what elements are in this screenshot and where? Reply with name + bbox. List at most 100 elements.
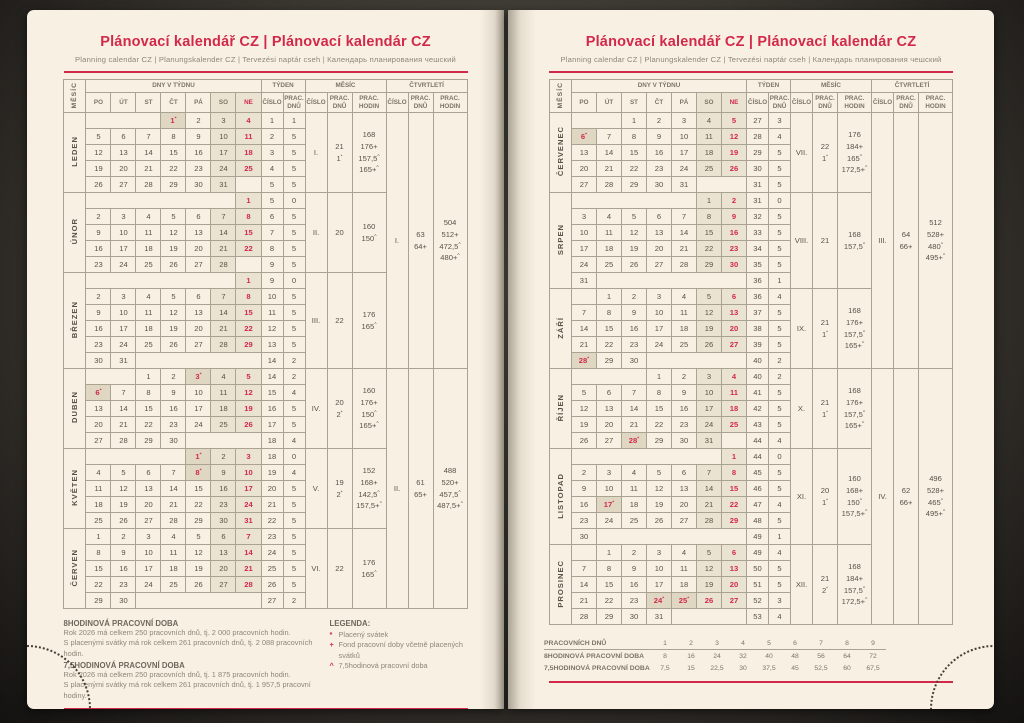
worktime-8h-title: 8HODINOVÁ PRACOVNÍ DOBA [63, 619, 179, 628]
day-cell: 30 [620, 608, 647, 625]
empty-days [595, 272, 748, 289]
week-number: 34 [746, 240, 770, 257]
day-cell: 26 [110, 512, 137, 529]
quarter-number: IV. [871, 368, 895, 625]
day-cell: 2 [110, 528, 137, 545]
day-cell: 11 [235, 128, 262, 145]
month-label: PROSINEC [548, 544, 572, 625]
quarter-workhours: 488 520+ 457,5^ 487,5+^ [432, 368, 468, 609]
week-workdays: 4 [282, 384, 306, 401]
day-cell: 11 [670, 560, 697, 577]
footer-right: PRACOVNÍCH DNŮ 1 2 3 4 5 6 7 8 9 8HODINOVÁ PRACOVN… [508, 637, 994, 683]
day-cell: 2 [645, 112, 672, 129]
page-right-header: Plánovací kalendář CZ | Plánovací kalend… [508, 10, 994, 73]
day-cell: 27 [210, 576, 237, 593]
day-cell: 2 [620, 288, 647, 305]
mini-row-value: 72 [869, 652, 877, 660]
week-row: 26 27 28* 29 30 31 44 4 [549, 432, 952, 449]
header-day-5: SO [695, 92, 722, 113]
week-row: BŘEZEN 1 9 0 III. 22 176 165^ [63, 272, 467, 369]
day-cell: 30 [85, 352, 112, 369]
mini-table-row: 7,5HODINOVÁ PRACOVNÍ DOBA 7,5 15 22,5 30 37,5… [544, 662, 886, 674]
header-day-4: PÁ [670, 92, 697, 113]
day-cell: 12 [110, 480, 137, 497]
week-workdays: 1 [768, 528, 792, 545]
day-cell: 28 [595, 176, 622, 193]
day-cell: 17 [185, 400, 212, 417]
month-label: DUBEN [63, 368, 87, 449]
day-cell: 16 [185, 144, 212, 161]
day-cell: 13 [720, 304, 748, 321]
week-row: 2 3 4 5 6 7 8 45 5 [549, 464, 952, 481]
header-day-1: ÚT [110, 92, 137, 113]
day-cell: 14 [570, 320, 597, 337]
legend-text: Fond pracovní doby včetně placených svát… [338, 640, 464, 660]
quarter-workdays: 63 64+ [407, 112, 434, 369]
day-cell: 6 [110, 128, 137, 145]
day-cell: 22 [185, 496, 212, 513]
header-mesic: MĚSÍC [63, 79, 87, 113]
week-number: 49 [746, 544, 770, 561]
header-quarter-group: ČTVRTLETÍ [385, 79, 468, 93]
header-month-cislo: ČÍSLO [790, 92, 814, 113]
day-cell: 12 [160, 304, 187, 321]
day-cell: 23 [85, 256, 112, 273]
week-row: 12 13 14 15 16 17 18 3 5 [64, 144, 467, 161]
day-cell: 29 [235, 336, 262, 353]
day-cell: 27 [570, 176, 597, 193]
week-number: 13 [260, 336, 284, 353]
week-workdays: 5 [282, 320, 306, 337]
day-cell: 26 [235, 416, 262, 433]
day-cell: 20 [210, 560, 237, 577]
mini-row-value: 15 [687, 664, 695, 672]
day-cell: 30 [110, 592, 137, 609]
day-cell: 28 [210, 256, 237, 273]
day-cell: 7 [160, 464, 187, 481]
header-month-prac-dnu: PRAC. DNŮ [326, 92, 353, 113]
week-workdays: 0 [282, 448, 306, 465]
day-cell: 24 [670, 160, 697, 177]
legend-symbol: + [329, 640, 334, 650]
week-row: 27 28 29 30 18 4 [64, 432, 467, 449]
mini-row-value: 4 [730, 637, 756, 650]
day-cell: 10 [110, 304, 137, 321]
header-quarter-cislo: ČÍSLO [385, 92, 409, 113]
week-workdays: 5 [282, 256, 306, 273]
day-cell: 12 [645, 480, 672, 497]
week-number: 9 [260, 256, 284, 273]
day-cell: 17 [645, 320, 672, 337]
week-number: 11 [260, 304, 284, 321]
day-cell: 22 [135, 416, 162, 433]
day-cell: 23 [670, 416, 697, 433]
day-cell: 15 [160, 144, 187, 161]
month-number: IX. [790, 288, 814, 369]
week-workdays: 5 [282, 144, 306, 161]
week-row: 8 9 10 11 12 13 14 24 5 [64, 544, 467, 561]
day-cell: 17* [595, 496, 622, 513]
day-cell: 1 [645, 368, 672, 385]
day-cell: 11 [135, 304, 162, 321]
month-label: LISTOPAD [548, 448, 572, 545]
page-left: Plánovací kalendář CZ | Plánovací kalend… [27, 10, 504, 709]
week-number: 24 [260, 544, 284, 561]
empty-days [695, 176, 748, 193]
day-cell: 5 [160, 288, 187, 305]
day-cell: 18 [135, 240, 162, 257]
header-quarter-prac-dnu: PRAC. DNŮ [407, 92, 434, 113]
day-cell: 27 [110, 176, 137, 193]
week-workdays: 3 [768, 112, 792, 129]
day-cell: 27 [670, 512, 697, 529]
day-cell: 16 [85, 240, 112, 257]
empty-days [670, 608, 748, 625]
month-number: XI. [790, 448, 814, 545]
mini-row-value: 22,5 [710, 664, 724, 672]
day-cell: 11 [670, 304, 697, 321]
day-cell: 21 [135, 160, 162, 177]
mini-row-value: 48 [791, 652, 799, 660]
day-cell: 24 [110, 336, 137, 353]
day-cell: 13 [210, 544, 237, 561]
month-number: II. [304, 192, 328, 273]
day-cell: 13 [595, 400, 622, 417]
day-cell: 5 [720, 112, 748, 129]
